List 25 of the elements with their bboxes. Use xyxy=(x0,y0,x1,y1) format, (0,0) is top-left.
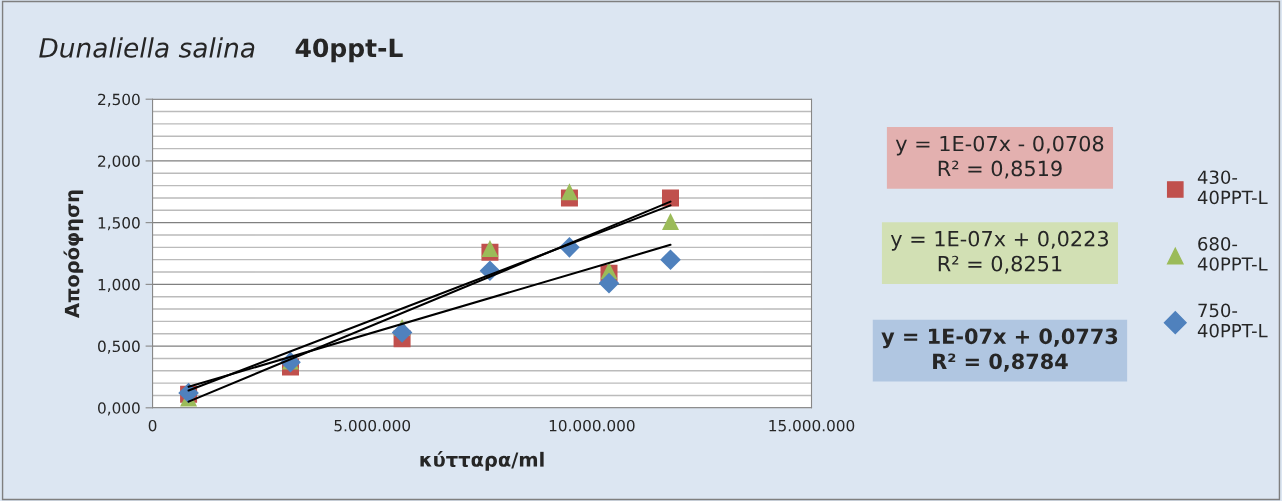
y-tick-label: 2,000 xyxy=(98,155,140,169)
text: y = 1E-07x + 0,0223 R² = 0,8251 xyxy=(890,230,1108,274)
y-tick-label: 0,000 xyxy=(98,402,140,416)
legend-label: 430-40PPT-L xyxy=(1197,170,1268,205)
x-tick-label: 0 xyxy=(148,419,157,432)
point xyxy=(660,249,681,270)
x-axis-title: κύτταρα/ml xyxy=(420,451,544,471)
y-tick-label: 0,500 xyxy=(98,340,140,354)
text: y = 1E-07x - 0,0708 R² = 0,8519 xyxy=(895,135,1104,179)
point xyxy=(560,183,578,201)
y-tick-label: 1,500 xyxy=(98,217,140,231)
text: y = 1E-07x + 0,0773 R² = 0,8784 xyxy=(881,328,1118,372)
point xyxy=(598,272,620,294)
legend-label: 680-40PPT-L xyxy=(1197,236,1268,271)
chart-subtitle: 40ppt-L xyxy=(295,38,403,63)
point xyxy=(661,212,679,230)
y-axis-title: Απορόφηση xyxy=(63,190,84,318)
legend-label: 750-40PPT-L xyxy=(1197,303,1268,338)
y-tick-label: 1,000 xyxy=(98,278,140,292)
y-tick-label: 2,500 xyxy=(98,93,140,107)
x-tick-label: 10.000.000 xyxy=(549,419,635,432)
x-tick-label: 15.000.000 xyxy=(769,419,855,432)
x-tick-label: 5.000.000 xyxy=(334,419,411,432)
chart-title: Dunaliella salina xyxy=(39,37,255,58)
point xyxy=(391,322,413,343)
